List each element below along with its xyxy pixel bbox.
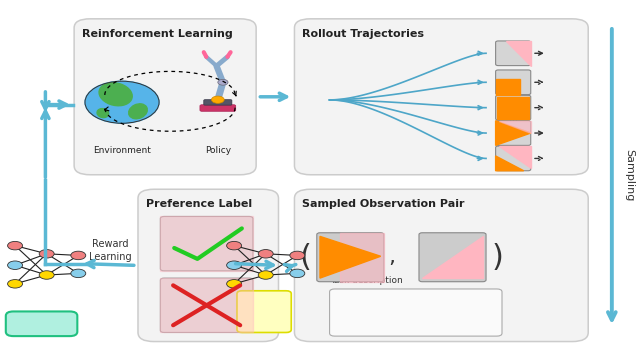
Text: Reinforcement Learning: Reinforcement Learning <box>82 29 232 39</box>
FancyBboxPatch shape <box>200 105 236 111</box>
Polygon shape <box>422 236 483 278</box>
FancyBboxPatch shape <box>294 189 588 341</box>
Text: ): ) <box>492 243 504 272</box>
Circle shape <box>8 241 22 250</box>
Circle shape <box>39 271 54 279</box>
Polygon shape <box>161 217 253 271</box>
Text: Reward
Learning: Reward Learning <box>88 240 131 262</box>
FancyBboxPatch shape <box>161 278 253 332</box>
FancyBboxPatch shape <box>495 95 531 120</box>
Text: ,: , <box>388 247 395 267</box>
Circle shape <box>39 250 54 258</box>
Ellipse shape <box>129 104 147 119</box>
Circle shape <box>227 261 241 269</box>
Circle shape <box>290 269 305 278</box>
Circle shape <box>8 280 22 288</box>
FancyBboxPatch shape <box>330 289 502 336</box>
Text: Vision
Language
Model: Vision Language Model <box>237 294 291 329</box>
Polygon shape <box>506 41 531 66</box>
Circle shape <box>71 269 86 278</box>
FancyBboxPatch shape <box>204 100 232 105</box>
FancyBboxPatch shape <box>317 233 384 282</box>
FancyBboxPatch shape <box>161 217 253 271</box>
Circle shape <box>85 81 159 123</box>
Text: Task description: Task description <box>330 276 403 285</box>
Circle shape <box>8 261 22 269</box>
Circle shape <box>290 251 305 260</box>
Polygon shape <box>340 233 384 282</box>
FancyBboxPatch shape <box>237 291 291 332</box>
Circle shape <box>71 251 86 260</box>
Text: Preference Label: Preference Label <box>146 199 252 209</box>
Circle shape <box>218 79 228 85</box>
FancyBboxPatch shape <box>495 70 531 95</box>
Polygon shape <box>499 121 531 133</box>
Polygon shape <box>495 121 531 145</box>
Text: “Fold the cloth
diagonally”: “Fold the cloth diagonally” <box>380 301 452 325</box>
Text: (: ( <box>300 243 311 272</box>
Circle shape <box>227 280 241 288</box>
FancyBboxPatch shape <box>495 146 531 171</box>
Text: Sampling: Sampling <box>624 149 634 201</box>
Polygon shape <box>320 236 381 278</box>
Circle shape <box>259 250 273 258</box>
Polygon shape <box>499 146 531 168</box>
Circle shape <box>227 241 241 250</box>
Text: ...: ... <box>509 113 518 123</box>
Text: Sampled Observation Pair: Sampled Observation Pair <box>302 199 465 209</box>
FancyBboxPatch shape <box>6 312 77 336</box>
Text: Policy: Policy <box>205 146 231 155</box>
FancyBboxPatch shape <box>495 121 531 145</box>
FancyBboxPatch shape <box>294 19 588 175</box>
FancyBboxPatch shape <box>495 41 531 66</box>
FancyBboxPatch shape <box>138 189 278 341</box>
Polygon shape <box>161 278 253 332</box>
Polygon shape <box>495 79 520 95</box>
Ellipse shape <box>97 108 109 118</box>
Text: Rollout Trajectories: Rollout Trajectories <box>302 29 424 39</box>
FancyBboxPatch shape <box>74 19 256 175</box>
FancyBboxPatch shape <box>419 233 486 282</box>
Polygon shape <box>495 156 524 171</box>
Circle shape <box>259 271 273 279</box>
Ellipse shape <box>99 83 132 106</box>
Text: Reward
Model: Reward Model <box>19 313 64 335</box>
Circle shape <box>211 96 224 103</box>
Polygon shape <box>497 96 529 119</box>
Text: Environment: Environment <box>93 146 151 155</box>
